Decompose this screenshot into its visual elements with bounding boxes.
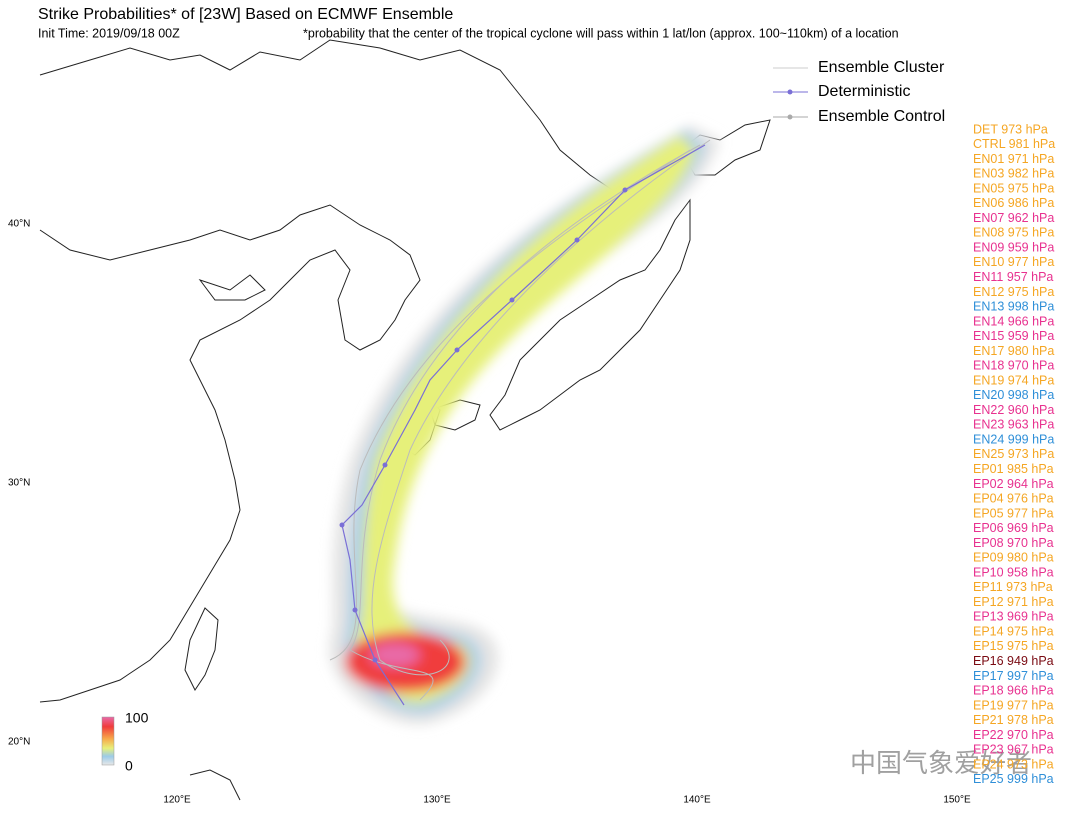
legend-label: Deterministic — [818, 83, 910, 100]
lon-label: 140°E — [683, 795, 711, 806]
member-label: EN08 975 hPa — [973, 226, 1054, 240]
member-label: EP11 973 hPa — [973, 580, 1053, 594]
watermark: 中国气象爱好者 — [850, 748, 1032, 778]
member-label: EP17 997 hPa — [973, 669, 1054, 683]
colorbar — [101, 716, 115, 766]
member-label: EN06 986 hPa — [973, 196, 1054, 210]
member-label: CTRL 981 hPa — [973, 137, 1055, 151]
member-label: DET 973 hPa — [973, 122, 1048, 136]
init-time: Init Time: 2019/09/18 00Z — [38, 26, 180, 40]
footnote: *probability that the center of the trop… — [303, 26, 899, 40]
member-label: EN18 970 hPa — [973, 359, 1054, 373]
member-label: EP01 985 hPa — [973, 462, 1054, 476]
deterministic-points — [339, 187, 628, 663]
lat-label: 20°N — [8, 737, 30, 748]
member-label: EP22 970 hPa — [973, 728, 1054, 742]
member-label: EP13 969 hPa — [973, 610, 1054, 624]
member-label: EN12 975 hPa — [973, 285, 1054, 299]
member-label: EP05 977 hPa — [973, 506, 1054, 520]
member-label: EP21 978 hPa — [973, 713, 1054, 727]
member-label: EN17 980 hPa — [973, 344, 1054, 358]
legend-swatch — [787, 114, 793, 120]
member-label: EP25 999 hPa — [973, 772, 1054, 786]
legend: Ensemble Cluster Deterministic Ensemble … — [773, 59, 945, 125]
member-label: EN19 974 hPa — [973, 373, 1054, 387]
member-label: EN07 962 hPa — [973, 211, 1054, 225]
member-label: EN13 998 hPa — [973, 300, 1054, 314]
colorbar-min: 0 — [125, 758, 133, 774]
member-label: EP24 973 hPa — [973, 757, 1054, 771]
member-label: EN10 977 hPa — [973, 255, 1054, 269]
member-label: EP15 975 hPa — [973, 639, 1054, 653]
member-label: EN05 975 hPa — [973, 181, 1054, 195]
lat-label: 40°N — [8, 219, 30, 230]
member-label: EP04 976 hPa — [973, 492, 1054, 506]
colorbar-max: 100 — [125, 710, 149, 726]
member-label: EP18 966 hPa — [973, 684, 1054, 698]
member-label: EP10 958 hPa — [973, 565, 1054, 579]
legend-swatch — [787, 89, 793, 95]
member-label: EP12 971 hPa — [973, 595, 1054, 609]
member-label: EN25 973 hPa — [973, 447, 1054, 461]
member-label: EN24 999 hPa — [973, 432, 1054, 446]
member-label: EP09 980 hPa — [973, 551, 1054, 565]
member-label: EP23 967 hPa — [973, 743, 1054, 757]
member-label: EN22 960 hPa — [973, 403, 1054, 417]
lon-label: 120°E — [163, 795, 191, 806]
member-label: EN15 959 hPa — [973, 329, 1054, 343]
member-label: EP19 977 hPa — [973, 698, 1054, 712]
lon-label: 150°E — [943, 795, 971, 806]
member-label: EP08 970 hPa — [973, 536, 1054, 550]
member-label: EN14 966 hPa — [973, 314, 1054, 328]
title: Strike Probabilities* of [23W] Based on … — [38, 6, 453, 23]
member-label: EP14 975 hPa — [973, 624, 1054, 638]
legend-label: Ensemble Cluster — [818, 59, 945, 76]
legend-label: Ensemble Control — [818, 108, 945, 125]
member-label: EN09 959 hPa — [973, 240, 1054, 254]
member-label: EP02 964 hPa — [973, 477, 1054, 491]
lon-label: 130°E — [423, 795, 451, 806]
member-label: EN11 957 hPa — [973, 270, 1053, 284]
member-label: EN03 982 hPa — [973, 167, 1054, 181]
member-label: EN20 998 hPa — [973, 388, 1054, 402]
deterministic-track — [341, 144, 706, 706]
lat-label: 30°N — [8, 478, 30, 489]
tracks — [329, 139, 711, 701]
member-label: EP06 969 hPa — [973, 521, 1054, 535]
member-label: EP16 949 hPa — [973, 654, 1054, 668]
member-label: EN23 963 hPa — [973, 418, 1054, 432]
member-label: EN01 971 hPa — [973, 152, 1054, 166]
